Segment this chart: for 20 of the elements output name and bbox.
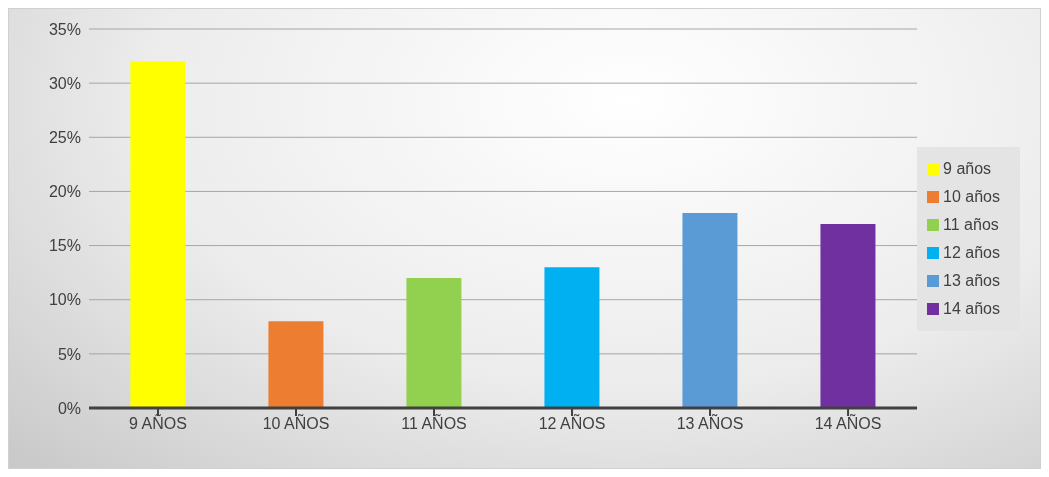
- legend-label: 12 años: [943, 243, 1000, 261]
- x-tick-label: 13 AÑOS: [676, 413, 744, 433]
- y-tick-label: 0%: [57, 399, 81, 417]
- y-tick-label: 5%: [57, 345, 81, 363]
- y-tick-label: 20%: [48, 183, 81, 201]
- legend-label: 14 años: [943, 299, 1000, 317]
- legend-label: 13 años: [943, 271, 1000, 289]
- x-tick-label: 9 AÑOS: [129, 413, 187, 433]
- legend-label: 11 años: [943, 215, 999, 233]
- legend-label: 9 años: [943, 159, 992, 177]
- x-tick-label: 10 AÑOS: [262, 413, 330, 433]
- y-tick-label: 10%: [48, 291, 81, 309]
- y-tick-label: 30%: [48, 74, 81, 92]
- y-tick-label: 15%: [48, 237, 81, 255]
- legend-label: 10 años: [943, 187, 1000, 205]
- x-tick-label: 11 AÑOS: [401, 413, 467, 433]
- y-tick-label: 25%: [48, 128, 81, 146]
- x-tick-label: 12 AÑOS: [538, 413, 606, 433]
- x-tick-label: 14 AÑOS: [814, 413, 882, 433]
- y-tick-label: 35%: [48, 20, 81, 38]
